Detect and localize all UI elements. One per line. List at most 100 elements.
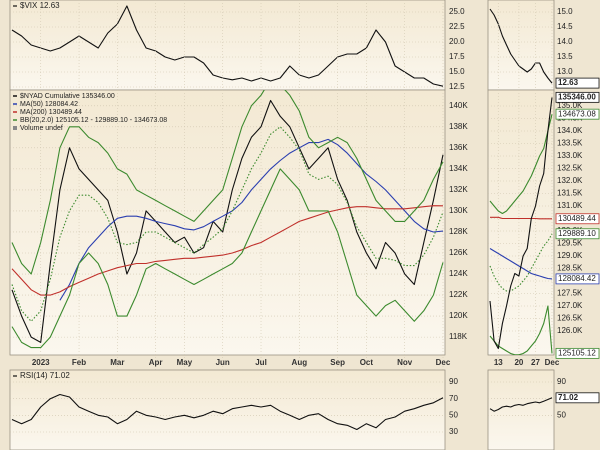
y-tick-label: 127.5K xyxy=(557,289,583,298)
x-tick-label: 20 xyxy=(514,358,523,367)
series-line xyxy=(11,5,444,87)
x-tick-label: 27 xyxy=(531,358,540,367)
series-line xyxy=(11,168,444,349)
y-tick-label: 12.5 xyxy=(449,82,465,91)
legend-label: BB(20,2.0) 125105.12 - 129889.10 - 13467… xyxy=(20,117,167,124)
x-tick-label: Nov xyxy=(397,358,413,367)
series-layer xyxy=(11,393,444,431)
x-tick-label: Feb xyxy=(72,358,86,367)
panel-title: $VIX 12.63 xyxy=(20,1,60,10)
y-tick-label: 129.0K xyxy=(557,251,583,260)
panel-frame xyxy=(487,369,555,450)
series-line xyxy=(490,216,552,220)
x-tick-label: 13 xyxy=(494,358,503,367)
last-value-box xyxy=(555,108,600,120)
legend-label: MA(200) 130489.44 xyxy=(20,109,82,116)
series-line xyxy=(11,99,444,343)
last-value-box xyxy=(555,91,600,103)
y-tick-label: 14.5 xyxy=(557,22,573,31)
series-layer xyxy=(489,97,553,355)
x-tick-label: Dec xyxy=(545,358,560,367)
y-tick-label: 25.0 xyxy=(449,7,465,16)
y-tick-label: 90 xyxy=(557,377,566,386)
y-tick-label: 138K xyxy=(449,122,468,131)
x-tick-label: Apr xyxy=(149,358,163,367)
legend-note: Volume undef xyxy=(20,125,63,132)
x-tick-label: Oct xyxy=(360,358,374,367)
legend-label: $NYAD Cumulative 135346.00 xyxy=(20,93,115,100)
last-value-label: 135346.00 xyxy=(558,92,596,101)
last-value-box xyxy=(555,77,600,89)
legend-swatch xyxy=(13,126,17,130)
y-tick-label: 14.0 xyxy=(557,37,573,46)
series-layer xyxy=(11,5,444,87)
y-tick-label: 50 xyxy=(449,410,458,419)
series-line xyxy=(59,138,444,301)
y-tick-label: 15.0 xyxy=(557,7,573,16)
y-tick-label: 127.0K xyxy=(557,301,583,310)
last-value-label: 71.02 xyxy=(558,393,579,402)
last-value-label: 125105.12 xyxy=(558,348,596,357)
panel-frame xyxy=(487,89,555,356)
x-tick-label: Mar xyxy=(110,358,124,367)
last-value-box xyxy=(555,392,600,404)
y-tick-label: 126K xyxy=(449,248,468,257)
y-tick-label: 133.5K xyxy=(557,139,583,148)
y-tick-label: 120K xyxy=(449,311,468,320)
y-tick-label: 90 xyxy=(449,377,458,386)
series-line xyxy=(489,397,553,412)
series-layer xyxy=(11,90,444,349)
series-line xyxy=(489,305,553,355)
last-value-box xyxy=(555,347,600,359)
panel-title: RSI(14) 71.02 xyxy=(20,371,70,380)
y-tick-label: 129.5K xyxy=(557,239,583,248)
y-tick-label: 13.5 xyxy=(557,52,573,61)
y-tick-label: 124K xyxy=(449,269,468,278)
series-line xyxy=(11,90,444,275)
y-tick-label: 135.0K xyxy=(557,101,583,110)
y-tick-label: 22.5 xyxy=(449,22,465,31)
y-tick-label: 134K xyxy=(449,164,468,173)
y-tick-label: 131.5K xyxy=(557,189,583,198)
series-line xyxy=(489,97,553,350)
y-tick-label: 132.0K xyxy=(557,176,583,185)
panel-frame xyxy=(9,369,446,450)
x-tick-label: Sep xyxy=(330,358,345,367)
y-tick-label: 50 xyxy=(557,410,566,419)
last-value-box xyxy=(555,213,600,225)
y-tick-label: 136K xyxy=(449,143,468,152)
y-tick-label: 118K xyxy=(449,332,468,341)
y-tick-label: 13.0 xyxy=(557,67,573,76)
x-tick-label: May xyxy=(177,358,193,367)
x-tick-label: Dec xyxy=(436,358,451,367)
y-tick-label: 126.5K xyxy=(557,314,583,323)
y-tick-label: 131.0K xyxy=(557,201,583,210)
series-line xyxy=(11,393,444,431)
y-tick-label: 134.0K xyxy=(557,126,583,135)
y-tick-label: 128.5K xyxy=(557,264,583,273)
last-value-label: 129889.10 xyxy=(558,229,596,238)
y-tick-label: 70 xyxy=(449,394,458,403)
last-value-box xyxy=(555,273,600,285)
y-tick-label: 17.5 xyxy=(449,52,465,61)
series-line xyxy=(11,205,444,296)
last-value-label: 130489.44 xyxy=(558,214,596,223)
x-tick-label: Jun xyxy=(216,358,230,367)
series-layer xyxy=(489,8,553,84)
y-tick-label: 15.0 xyxy=(449,67,465,76)
y-tick-label: 128K xyxy=(449,227,468,236)
y-tick-label: 122K xyxy=(449,290,468,299)
series-layer xyxy=(489,397,553,412)
panel-frame xyxy=(487,0,555,91)
series-line xyxy=(489,114,553,215)
panel-frame xyxy=(9,89,446,356)
panel-frame xyxy=(9,0,446,91)
y-tick-label: 140K xyxy=(449,101,468,110)
y-tick-label: 130K xyxy=(449,206,468,215)
y-tick-label: 133.0K xyxy=(557,151,583,160)
y-tick-label: 126.0K xyxy=(557,326,583,335)
x-tick-label: Jul xyxy=(255,358,267,367)
x-tick-label: 2023 xyxy=(32,358,50,367)
